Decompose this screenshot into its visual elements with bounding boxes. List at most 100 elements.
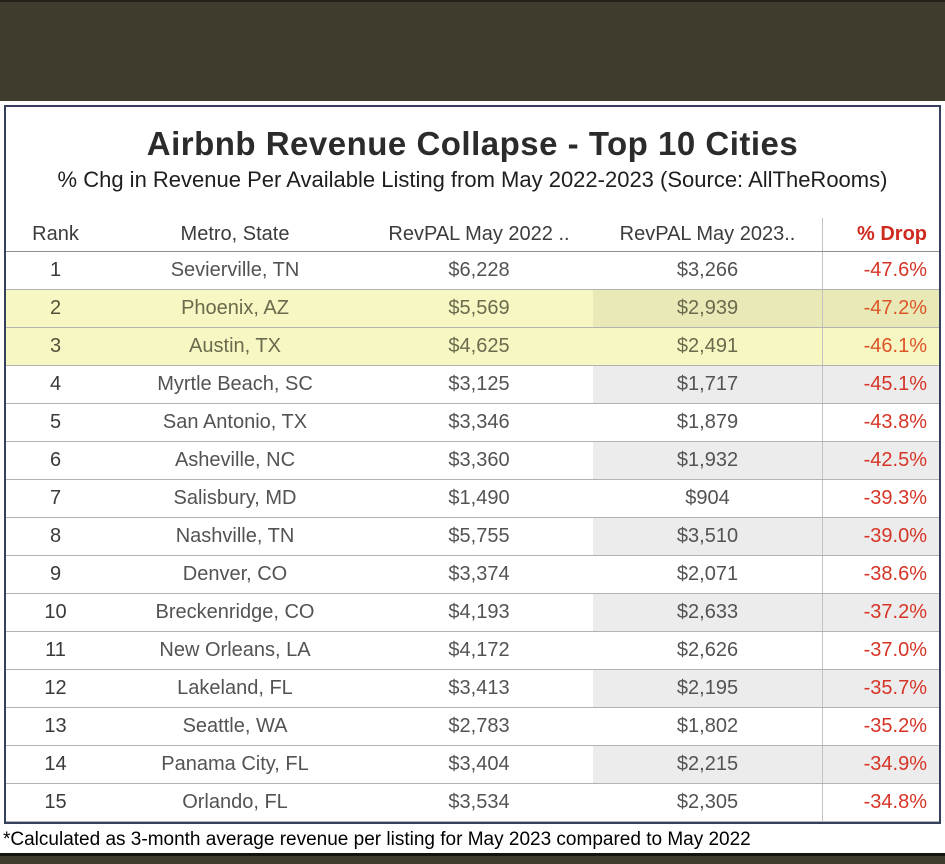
table-row: 9 Denver, CO $3,374 $2,071 -38.6% — [6, 556, 939, 594]
cell-rev2023: $1,932 — [593, 442, 822, 479]
cell-rev2023: $3,266 — [676, 259, 739, 281]
cell-rank: 3 — [49, 335, 62, 357]
cell-rank: 15 — [44, 791, 67, 813]
cell-rev2023: $2,071 — [676, 563, 739, 585]
column-header-rank: Rank — [32, 223, 79, 245]
column-header-drop: % Drop — [822, 218, 939, 251]
table-row: 12 Lakeland, FL $3,413 $2,195 -35.7% — [6, 670, 939, 708]
cell-drop: -46.1% — [822, 328, 939, 365]
cell-rank: 11 — [45, 639, 66, 661]
cell-metro: Austin, TX — [189, 335, 281, 357]
cell-rank: 13 — [44, 715, 67, 737]
cell-drop: -34.8% — [822, 784, 939, 821]
cell-rev2023: $1,879 — [676, 411, 739, 433]
cell-drop: -37.0% — [822, 632, 939, 669]
cell-drop: -35.7% — [822, 670, 939, 707]
cell-rev2023: $2,633 — [593, 594, 822, 631]
cell-metro: San Antonio, TX — [162, 411, 308, 433]
table-row: 11 New Orleans, LA $4,172 $2,626 -37.0% — [6, 632, 939, 670]
cell-drop: -37.2% — [822, 594, 939, 631]
cell-rev2023: $2,939 — [593, 290, 822, 327]
cell-rank: 2 — [49, 297, 62, 319]
table-row: 7 Salisbury, MD $1,490 $904 -39.3% — [6, 480, 939, 518]
data-table: Rank Metro, State RevPAL May 2022 .. Rev… — [6, 218, 939, 822]
cell-rev2023: $904 — [685, 487, 730, 509]
table-row: 14 Panama City, FL $3,404 $2,215 -34.9% — [6, 746, 939, 784]
table-row: 1 Sevierville, TN $6,228 $3,266 -47.6% — [6, 252, 939, 290]
cell-rev2022: $3,125 — [448, 373, 510, 395]
table-row: 13 Seattle, WA $2,783 $1,802 -35.2% — [6, 708, 939, 746]
cell-metro: Orlando, FL — [182, 791, 288, 813]
bottom-frame-bar — [0, 853, 945, 864]
cell-drop: -43.8% — [822, 404, 939, 441]
cell-rank: 14 — [44, 753, 67, 775]
cell-rev2023: $2,195 — [593, 670, 822, 707]
cell-rev2023: $2,305 — [676, 791, 739, 813]
cell-rank: 4 — [49, 373, 62, 395]
cell-rank: 5 — [49, 411, 62, 433]
cell-metro: Breckenridge, CO — [155, 601, 315, 623]
cell-metro: Seattle, WA — [182, 715, 288, 737]
table-row: 2 Phoenix, AZ $5,569 $2,939 -47.2% — [6, 290, 939, 328]
cell-rev2022: $4,172 — [448, 639, 510, 661]
cell-rank: 8 — [49, 525, 62, 547]
table-row: 15 Orlando, FL $3,534 $2,305 -34.8% — [6, 784, 939, 822]
cell-metro: Panama City, FL — [161, 753, 309, 775]
page-subtitle: % Chg in Revenue Per Available Listing f… — [57, 167, 888, 192]
cell-rev2023: $1,717 — [593, 366, 822, 403]
cell-rev2022: $2,783 — [448, 715, 510, 737]
column-header-rev2022: RevPAL May 2022 .. — [388, 223, 570, 245]
cell-rev2022: $4,625 — [448, 335, 510, 357]
cell-drop: -45.1% — [822, 366, 939, 403]
table-row: 3 Austin, TX $4,625 $2,491 -46.1% — [6, 328, 939, 366]
cell-rev2023: $2,626 — [676, 639, 739, 661]
cell-metro: Phoenix, AZ — [181, 297, 289, 319]
cell-rank: 12 — [44, 677, 67, 699]
cell-metro: Myrtle Beach, SC — [157, 373, 313, 395]
cell-drop: -34.9% — [822, 746, 939, 783]
cell-rank: 1 — [49, 259, 62, 281]
table-header-row: Rank Metro, State RevPAL May 2022 .. Rev… — [6, 218, 939, 252]
cell-rank: 10 — [44, 601, 67, 623]
cell-rev2023: $1,802 — [676, 715, 739, 737]
table-card: Airbnb Revenue Collapse - Top 10 Cities … — [4, 105, 941, 824]
cell-metro: Nashville, TN — [175, 525, 295, 547]
column-header-rev2023: RevPAL May 2023.. — [619, 223, 796, 245]
page-title: Airbnb Revenue Collapse - Top 10 Cities — [146, 125, 799, 162]
cell-rev2022: $3,404 — [448, 753, 510, 775]
table-row: 5 San Antonio, TX $3,346 $1,879 -43.8% — [6, 404, 939, 442]
cell-rank: 7 — [49, 487, 62, 509]
table-row: 8 Nashville, TN $5,755 $3,510 -39.0% — [6, 518, 939, 556]
cell-metro: New Orleans, LA — [159, 639, 311, 661]
cell-rev2022: $3,346 — [448, 411, 510, 433]
top-frame-bar — [0, 0, 945, 101]
cell-drop: -39.0% — [822, 518, 939, 555]
cell-metro: Salisbury, MD — [173, 487, 297, 509]
cell-metro: Denver, CO — [182, 563, 288, 585]
column-header-metro: Metro, State — [180, 223, 290, 245]
cell-rank: 6 — [49, 449, 62, 471]
cell-rev2022: $1,490 — [448, 487, 510, 509]
cell-drop: -35.2% — [822, 708, 939, 745]
cell-rev2023: $3,510 — [593, 518, 822, 555]
table-row: 6 Asheville, NC $3,360 $1,932 -42.5% — [6, 442, 939, 480]
cell-rev2022: $5,755 — [448, 525, 510, 547]
cell-rev2022: $5,569 — [448, 297, 510, 319]
cell-metro: Lakeland, FL — [177, 677, 293, 699]
cell-metro: Asheville, NC — [174, 449, 296, 471]
cell-drop: -38.6% — [822, 556, 939, 593]
table-row: 10 Breckenridge, CO $4,193 $2,633 -37.2% — [6, 594, 939, 632]
cell-rev2022: $3,360 — [448, 449, 510, 471]
table-body: 1 Sevierville, TN $6,228 $3,266 -47.6% 2 Phoen… — [6, 252, 939, 822]
cell-rev2023: $2,215 — [593, 746, 822, 783]
cell-rev2022: $3,413 — [448, 677, 510, 699]
cell-rank: 9 — [49, 563, 62, 585]
cell-drop: -47.2% — [822, 290, 939, 327]
cell-rev2022: $4,193 — [448, 601, 510, 623]
footnote-text: *Calculated as 3-month average revenue p… — [3, 829, 751, 850]
cell-drop: -42.5% — [822, 442, 939, 479]
footnote-strip: *Calculated as 3-month average revenue p… — [0, 824, 945, 853]
cell-rev2023: $2,491 — [676, 335, 739, 357]
cell-drop: -39.3% — [822, 480, 939, 517]
cell-rev2022: $3,534 — [448, 791, 510, 813]
